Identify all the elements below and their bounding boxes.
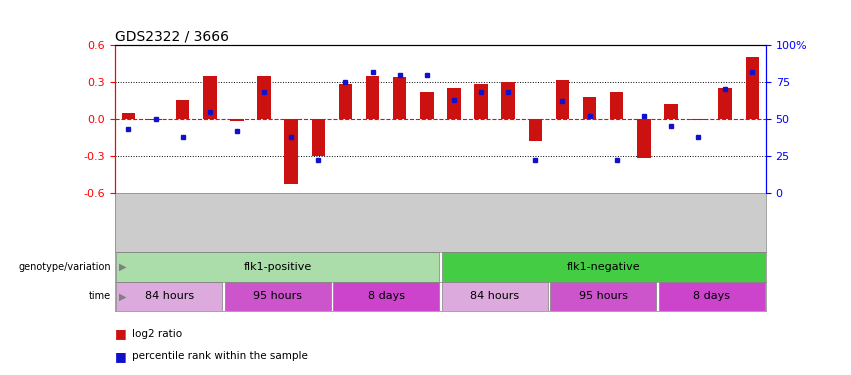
Text: time: time [89,291,111,302]
Bar [284,119,298,184]
Bar [610,92,624,119]
Bar [230,119,243,122]
Bar [659,282,764,311]
Text: 95 hours: 95 hours [579,291,628,302]
Text: ■: ■ [115,327,127,340]
Bar [366,76,380,119]
Bar [203,76,217,119]
Bar [122,113,135,119]
Bar [149,119,163,120]
Text: ▶: ▶ [119,262,127,272]
Bar [745,57,759,119]
Bar [718,88,732,119]
Text: 84 hours: 84 hours [145,291,194,302]
Bar [551,282,656,311]
Bar [583,97,597,119]
Bar [556,80,569,119]
Text: 8 days: 8 days [694,291,730,302]
Text: ▶: ▶ [119,291,127,302]
Bar [664,104,677,119]
Text: flk1-negative: flk1-negative [566,262,640,272]
Bar [420,92,434,119]
Text: flk1-positive: flk1-positive [243,262,311,272]
Bar [334,282,439,311]
Bar [474,84,488,119]
Text: ■: ■ [115,350,127,363]
Text: 84 hours: 84 hours [470,291,519,302]
Text: 8 days: 8 days [368,291,404,302]
Text: GDS2322 / 3666: GDS2322 / 3666 [115,30,229,44]
Text: genotype/variation: genotype/variation [18,262,111,272]
Bar [339,84,352,119]
Text: 95 hours: 95 hours [253,291,302,302]
Bar [176,100,190,119]
Bar [447,88,460,119]
Bar [442,282,547,311]
Text: log2 ratio: log2 ratio [132,329,182,339]
Bar [528,119,542,141]
Bar [501,82,515,119]
Bar [691,119,705,120]
Text: percentile rank within the sample: percentile rank within the sample [132,351,308,361]
Bar [225,282,330,311]
Bar [117,282,222,311]
Bar [311,119,325,156]
Bar [637,119,651,158]
Bar [117,252,439,282]
Bar [393,77,407,119]
Bar [442,252,764,282]
Bar [257,76,271,119]
